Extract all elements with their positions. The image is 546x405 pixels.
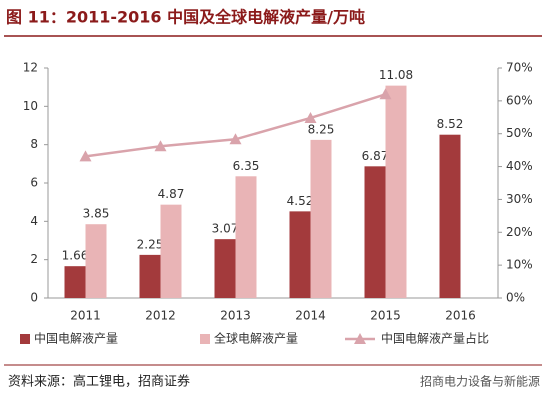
bar — [160, 204, 182, 298]
bar — [64, 266, 86, 298]
line-marker — [229, 133, 242, 145]
value-label: 8.25 — [308, 122, 335, 136]
y-tick-label: 12 — [23, 61, 38, 75]
y-tick-label: 6 — [30, 176, 38, 190]
bar — [310, 139, 332, 298]
y2-tick-label: 60% — [506, 93, 533, 107]
bar — [364, 166, 386, 298]
y2-tick-label: 10% — [506, 258, 533, 272]
y-tick-label: 8 — [30, 137, 38, 151]
bar — [289, 211, 311, 298]
value-label: 3.85 — [83, 207, 110, 221]
legend-label: 全球电解液产量 — [214, 331, 298, 346]
value-label: 8.52 — [437, 117, 464, 131]
y2-tick-label: 30% — [506, 192, 533, 206]
x-tick-label: 2013 — [220, 309, 251, 323]
line-marker — [154, 140, 167, 152]
legend-label: 中国电解液产量占比 — [381, 331, 489, 346]
value-label: 4.52 — [287, 194, 314, 208]
watermark: 招商电力设备与新能源 — [420, 374, 540, 389]
value-label: 1.66 — [62, 249, 89, 263]
value-label: 6.87 — [362, 149, 389, 163]
x-tick-label: 2012 — [145, 309, 176, 323]
value-label: 3.07 — [212, 222, 239, 236]
bar — [139, 254, 161, 298]
source: 资料来源：高工锂电，招商证券 — [8, 374, 190, 390]
y-tick-label: 4 — [30, 214, 38, 228]
y-tick-label: 2 — [30, 252, 38, 266]
y2-tick-label: 70% — [506, 61, 533, 75]
bar — [385, 85, 407, 298]
value-label: 11.08 — [379, 68, 413, 82]
y-tick-label: 0 — [30, 291, 38, 305]
y2-tick-label: 0% — [506, 291, 525, 305]
x-tick-label: 2016 — [445, 309, 476, 323]
y2-tick-label: 40% — [506, 159, 533, 173]
legend-swatch — [200, 334, 210, 344]
bar — [214, 239, 236, 298]
chart-title: 图 11：2011-2016 中国及全球电解液产量/万吨 — [6, 8, 365, 27]
value-label: 6.35 — [233, 159, 260, 173]
value-label: 4.87 — [158, 187, 185, 201]
line-marker — [79, 150, 92, 162]
y2-tick-label: 20% — [506, 225, 533, 239]
line-marker — [304, 111, 317, 123]
y-tick-label: 10 — [23, 99, 38, 113]
x-tick-label: 2014 — [295, 309, 326, 323]
bar — [439, 134, 461, 298]
x-tick-label: 2015 — [370, 309, 401, 323]
line-marker — [379, 88, 392, 100]
legend-label: 中国电解液产量 — [34, 331, 118, 346]
legend-swatch — [20, 334, 30, 344]
y2-tick-label: 50% — [506, 126, 533, 140]
x-tick-label: 2011 — [70, 309, 101, 323]
bar — [85, 224, 107, 298]
bar — [235, 176, 257, 298]
value-label: 2.25 — [137, 237, 164, 251]
legend-swatch — [354, 333, 366, 344]
